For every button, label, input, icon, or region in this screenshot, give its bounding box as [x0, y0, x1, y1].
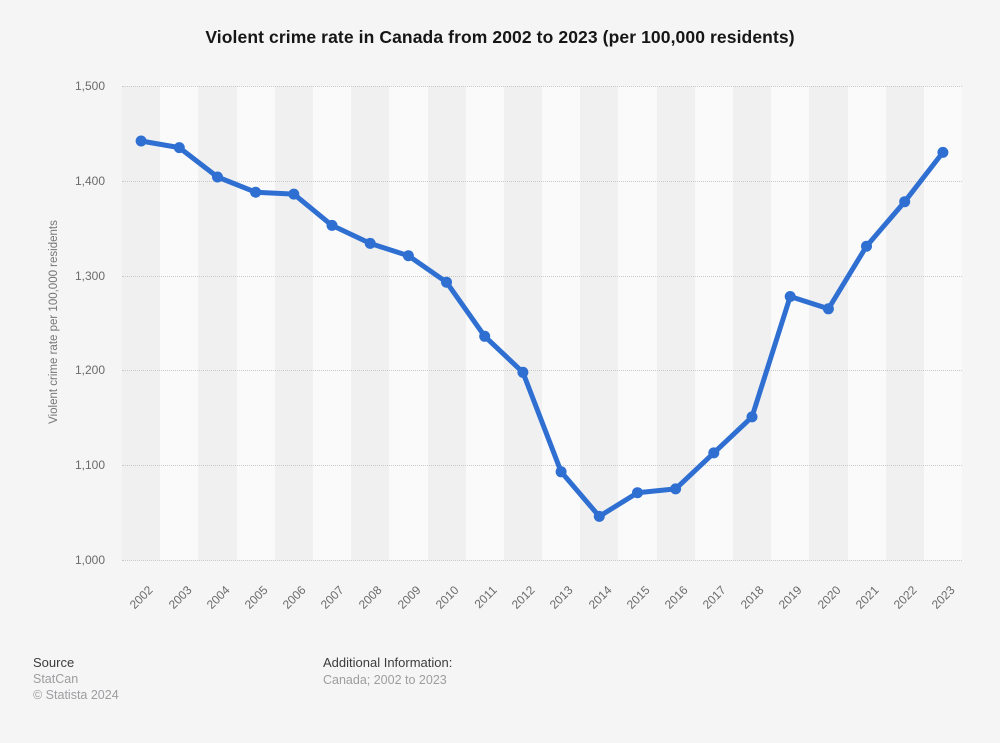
additional-information-label: Additional Information:	[323, 655, 453, 670]
data-point-2005[interactable]	[250, 186, 262, 198]
data-point-2003[interactable]	[173, 142, 185, 154]
gridline-1400	[122, 180, 962, 182]
plot-band-2021	[847, 86, 886, 560]
data-point-2013[interactable]	[555, 466, 567, 478]
plot-band-2016	[656, 86, 695, 560]
data-point-2008[interactable]	[364, 237, 376, 249]
data-point-2004[interactable]	[212, 171, 223, 183]
source-name[interactable]: StatCan	[33, 672, 79, 686]
plot-band-2005	[236, 86, 275, 560]
data-point-2010[interactable]	[441, 276, 452, 288]
plot-band-2014	[580, 86, 619, 560]
data-point-2021[interactable]	[861, 240, 872, 252]
data-point-2012[interactable]	[517, 366, 529, 378]
data-point-2015[interactable]	[632, 487, 643, 499]
data-point-2023[interactable]	[937, 146, 949, 158]
chart-title: Violent crime rate in Canada from 2002 t…	[205, 27, 795, 47]
data-point-2011[interactable]	[479, 330, 491, 342]
source-label: Source	[33, 655, 75, 670]
y-tick-label-1200: 1,200	[74, 363, 105, 378]
plot-band-2017	[694, 86, 733, 560]
data-point-2022[interactable]	[899, 196, 911, 208]
gridline-1200	[122, 370, 962, 372]
plot-band-2012	[503, 86, 543, 560]
data-point-2006[interactable]	[288, 188, 300, 200]
additional-information-value: Canada; 2002 to 2023	[323, 673, 447, 687]
series-line	[138, 138, 946, 519]
plot-band-2022	[885, 86, 924, 560]
y-tick-label-1300: 1,300	[74, 268, 105, 283]
plot-band-2008	[351, 86, 390, 560]
y-tick-label-1000: 1,000	[74, 553, 105, 567]
y-tick-label-1500: 1,500	[74, 79, 105, 93]
plot-band-2020	[809, 86, 848, 560]
y-tick-label-1100: 1,100	[74, 458, 105, 473]
statista-copyright: © Statista 2024	[33, 688, 119, 702]
plot-band-2013	[542, 86, 581, 560]
plot-area	[122, 86, 963, 560]
data-point-2007[interactable]	[326, 219, 338, 231]
y-tick-label-1400: 1,400	[74, 173, 105, 188]
gridline-1300	[122, 275, 962, 277]
plot-band-2007	[312, 86, 352, 560]
data-point-2014[interactable]	[593, 510, 605, 522]
plot-band-2009	[389, 86, 428, 560]
gridline-1500	[122, 86, 962, 87]
plot-band-2002	[122, 86, 161, 560]
plot-band-2015	[618, 86, 657, 560]
gridline-1100	[122, 465, 962, 467]
plot-band-2010	[427, 86, 466, 560]
data-point-2009[interactable]	[402, 250, 414, 262]
plot-band-2011	[465, 86, 504, 560]
plot-band-2003	[160, 86, 199, 560]
data-point-2017[interactable]	[708, 447, 720, 459]
data-point-2020[interactable]	[822, 303, 834, 315]
data-point-2019[interactable]	[784, 291, 796, 302]
data-point-2018[interactable]	[746, 411, 758, 423]
data-point-2016[interactable]	[670, 483, 682, 495]
plot-band-2006	[274, 86, 313, 560]
data-point-2002[interactable]	[135, 135, 147, 147]
plot-band-2019	[771, 86, 810, 560]
plot-band-2018	[733, 86, 772, 560]
gridline-1000	[122, 560, 962, 561]
